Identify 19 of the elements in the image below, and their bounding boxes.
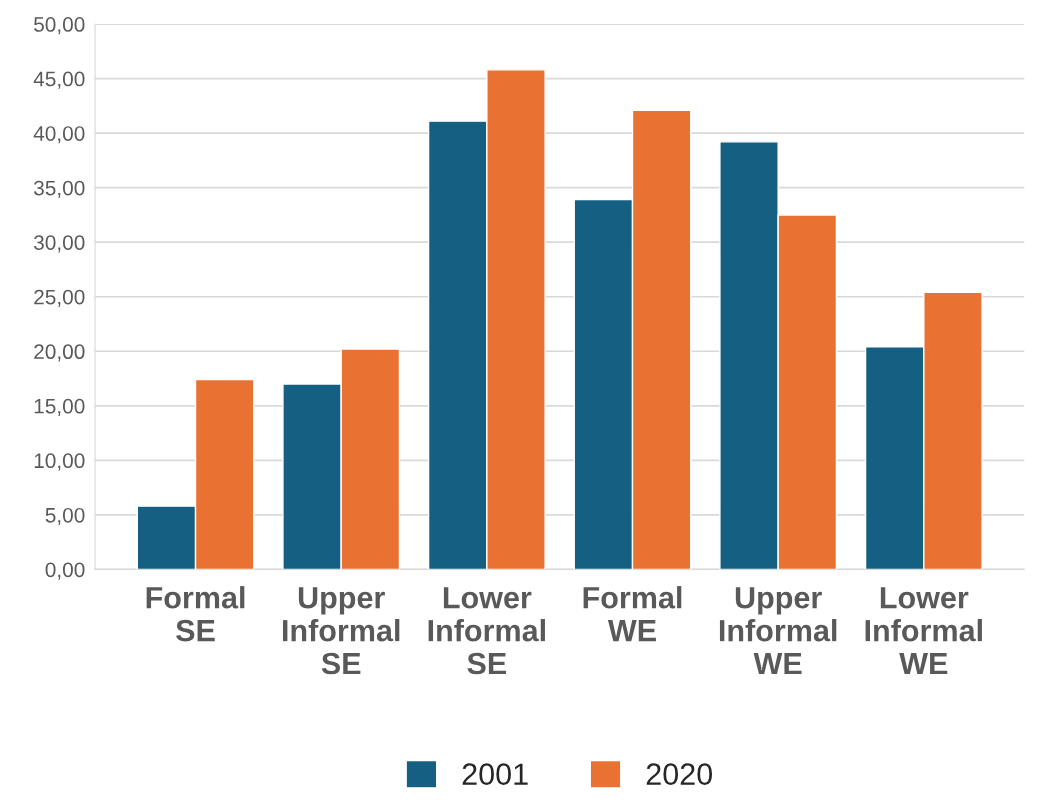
y-tick-label: 25,00 xyxy=(34,289,85,307)
y-tick-label: 5,00 xyxy=(45,507,85,526)
x-tick-label: Lower Informal WE xyxy=(865,587,982,675)
x-tick-label: Formal WE xyxy=(583,586,682,642)
y-tick-label: 45,00 xyxy=(33,71,85,89)
y-tick-label: 40,00 xyxy=(33,126,85,144)
y-tick-label: 15,00 xyxy=(34,398,85,417)
legend-label: 2020 xyxy=(646,763,713,785)
y-tick-label: 10,00 xyxy=(34,453,85,471)
x-tick-label: Upper Informal SE xyxy=(282,587,400,675)
y-tick-label: 50,00 xyxy=(34,17,85,35)
y-tick-label: 20,00 xyxy=(34,344,85,362)
y-tick-label: 0,00 xyxy=(45,562,85,580)
x-tick-label: Lower Informal SE xyxy=(428,587,545,675)
y-tick-label: 35,00 xyxy=(33,180,85,198)
y-tick-label: 30,00 xyxy=(33,235,85,253)
x-tick-label: Formal SE xyxy=(146,586,245,642)
legend-label: 2001 xyxy=(462,763,528,785)
x-tick-label: Upper Informal WE xyxy=(719,587,837,675)
